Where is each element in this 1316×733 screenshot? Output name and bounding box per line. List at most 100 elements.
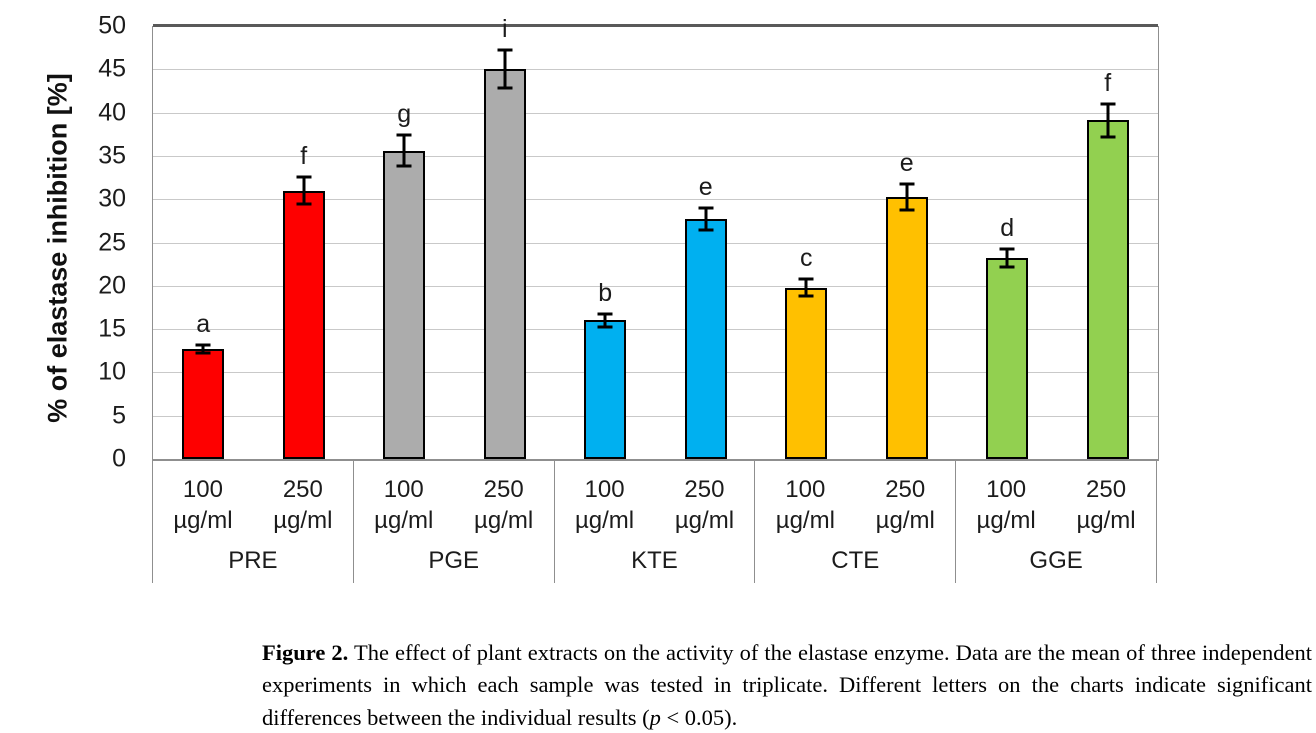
error-bar xyxy=(201,344,205,354)
significance-letter: a xyxy=(196,309,211,338)
bar-KTE-250 xyxy=(684,219,727,459)
y-axis-tick-label: 50 xyxy=(98,11,126,40)
bar-CTE-250 xyxy=(885,196,928,459)
error-bar-cap xyxy=(497,86,513,90)
error-bar xyxy=(704,207,708,231)
error-bar-cap xyxy=(396,164,412,168)
category-group-PRE: 100 µg/ml 250 µg/ml PRE xyxy=(152,461,353,583)
error-bar-cap xyxy=(1100,135,1116,139)
bar-PGE-250 xyxy=(483,69,526,459)
concentration-label: 100 µg/ml xyxy=(374,476,434,534)
y-axis-tick-label: 0 xyxy=(112,444,126,473)
y-axis-tick-label: 45 xyxy=(98,54,126,83)
group-label-KTE: KTE xyxy=(631,547,678,574)
y-axis-tick-label: 35 xyxy=(98,141,126,170)
error-bar xyxy=(603,314,607,327)
y-axis-tick-label: 5 xyxy=(112,401,126,430)
gridline xyxy=(153,69,1158,71)
group-label-PGE: PGE xyxy=(428,547,480,574)
concentration-label: 100 µg/ml xyxy=(173,476,233,534)
error-bar-cap xyxy=(899,182,915,186)
figure-caption-label: Figure 2. xyxy=(262,639,349,665)
bar-GGE-100 xyxy=(986,258,1029,459)
significance-letter: g xyxy=(397,100,412,129)
bar-GGE-250 xyxy=(1086,120,1129,459)
bar-KTE-100 xyxy=(584,320,627,459)
error-bar xyxy=(402,135,406,167)
significance-letter: e xyxy=(899,148,914,177)
error-bar-cap xyxy=(698,206,714,210)
significance-letter: f xyxy=(1104,68,1112,97)
significance-letter: c xyxy=(800,243,813,272)
figure-caption-text-1: The effect of plant extracts on the acti… xyxy=(262,639,1313,731)
figure-caption-text-2: < 0.05). xyxy=(660,705,738,731)
concentration-label: 250 µg/ml xyxy=(875,476,935,534)
error-bar xyxy=(503,50,507,89)
error-bar-cap xyxy=(195,351,211,355)
error-bar xyxy=(302,176,306,205)
figure-caption: Figure 2. The effect of plant extracts o… xyxy=(262,637,1312,733)
error-bar-cap xyxy=(798,294,814,298)
error-bar-cap xyxy=(296,202,312,206)
significance-letter: b xyxy=(598,279,613,308)
error-bar-cap xyxy=(899,208,915,212)
concentration-label: 250 µg/ml xyxy=(1076,476,1136,534)
group-label-PRE: PRE xyxy=(228,547,278,574)
gridline xyxy=(153,372,1158,374)
concentration-label: 100 µg/ml xyxy=(574,476,635,534)
error-bar xyxy=(804,278,808,297)
y-axis-tick-label: 30 xyxy=(98,184,126,213)
figure-caption-p-symbol: p xyxy=(649,705,661,731)
concentration-label: 250 µg/ml xyxy=(474,476,534,534)
category-group-PGE: 100 µg/ml 250 µg/ml PGE xyxy=(352,461,554,583)
bar-PRE-100 xyxy=(182,349,225,459)
significance-letter: d xyxy=(1000,214,1015,243)
error-bar-cap xyxy=(296,175,312,179)
error-bar-cap xyxy=(497,48,513,52)
gridline xyxy=(153,415,1158,417)
gridline xyxy=(153,155,1158,157)
gridline xyxy=(153,285,1158,287)
bar-PRE-250 xyxy=(282,190,325,459)
concentration-label: 100 µg/ml xyxy=(976,476,1036,534)
error-bar-cap xyxy=(698,228,714,232)
error-bar-cap xyxy=(1100,102,1116,106)
concentration-label: 250 µg/ml xyxy=(273,476,333,534)
significance-letter: e xyxy=(698,172,713,201)
gridline xyxy=(153,329,1158,331)
category-group-KTE: 100 µg/ml 250 µg/ml KTE xyxy=(553,461,755,583)
error-bar-cap xyxy=(798,277,814,281)
gridline xyxy=(153,199,1158,201)
y-axis-tick-labels: 0 5 10 15 20 25 30 35 40 45 50 xyxy=(0,13,140,471)
error-bar-cap xyxy=(597,325,613,329)
gridline xyxy=(153,242,1158,244)
bar-CTE-100 xyxy=(785,287,828,459)
gridline xyxy=(153,112,1158,114)
y-axis-tick-label: 25 xyxy=(98,228,126,256)
group-label-CTE: CTE xyxy=(831,547,880,574)
y-axis-tick-label: 15 xyxy=(98,314,126,343)
error-bar xyxy=(1005,249,1009,267)
error-bar-cap xyxy=(396,133,412,137)
error-bar-cap xyxy=(999,265,1015,269)
concentration-label: 100 µg/ml xyxy=(775,476,835,534)
plot-area: a f g i b e c e d f xyxy=(152,17,1159,461)
category-axis: 100 µg/ml 250 µg/ml PRE 100 µg/ml 250 µg/ml PGE 10… xyxy=(152,461,1157,583)
plot-top-border xyxy=(153,24,1158,27)
concentration-label: 250 µg/ml xyxy=(674,476,735,534)
error-bar xyxy=(905,183,909,210)
error-bar xyxy=(1106,103,1110,137)
bar-PGE-100 xyxy=(383,150,426,459)
category-group-GGE: 100 µg/ml 250 µg/ml GGE xyxy=(955,461,1157,583)
y-axis-tick-label: 10 xyxy=(98,357,126,386)
error-bar-cap xyxy=(597,312,613,316)
error-bar-cap xyxy=(999,247,1015,251)
group-label-GGE: GGE xyxy=(1029,547,1083,574)
error-bar-cap xyxy=(195,343,211,347)
y-axis-tick-label: 40 xyxy=(98,98,126,127)
significance-letter: f xyxy=(300,141,308,170)
significance-letter: i xyxy=(501,15,508,44)
category-group-CTE: 100 µg/ml 250 µg/ml CTE xyxy=(754,461,955,583)
y-axis-tick-label: 20 xyxy=(98,271,126,300)
